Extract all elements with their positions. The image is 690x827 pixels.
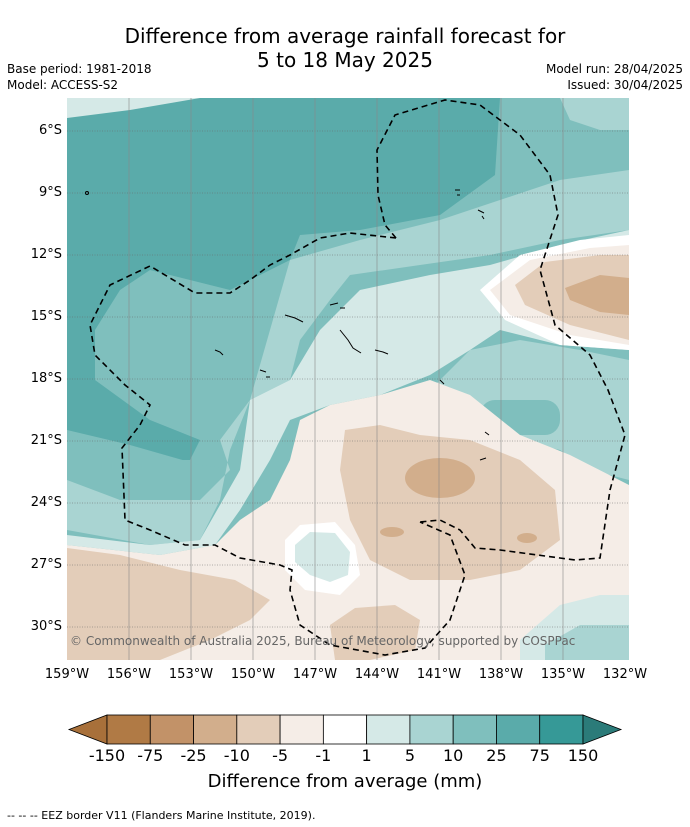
colorbar-swatch (236, 714, 281, 745)
colorbar-extend-high (582, 714, 623, 745)
region-dry-central-strong (405, 458, 475, 498)
patch-dry-small-1 (380, 527, 404, 537)
lon-label: 153°W (168, 667, 214, 682)
islands (85, 189, 490, 461)
lat-label: 9°S (38, 185, 62, 200)
region-dry-bottom (330, 605, 420, 660)
map-fill-layers (67, 98, 629, 660)
lat-label: 6°S (38, 123, 62, 138)
lat-label: 15°S (30, 309, 62, 324)
issued-date: Issued: 30/04/2025 (567, 78, 683, 92)
model-run: Model run: 28/04/2025 (545, 62, 683, 76)
lon-label: 144°W (354, 667, 400, 682)
colorbar-swatch (322, 714, 368, 745)
region-dry-east-strong (565, 275, 629, 315)
lon-label: 147°W (292, 667, 338, 682)
lon-label: 156°W (106, 667, 152, 682)
lon-label: 135°W (540, 667, 586, 682)
colorbar-tick-label: -1 (315, 746, 332, 765)
colorbar-tick-label: -25 (180, 746, 207, 765)
colorbar-tick-label: 1 (361, 746, 372, 765)
colorbar-swatch (366, 714, 411, 745)
colorbar-swatch (496, 714, 541, 745)
colorbar-swatch (149, 714, 194, 745)
colorbar-swatch (193, 714, 238, 745)
colorbar-title: Difference from average (mm) (207, 771, 483, 792)
lat-gridlines (67, 130, 629, 628)
copyright-notice: © Commonwealth of Australia 2025, Bureau… (70, 634, 576, 648)
lat-label: 18°S (30, 371, 62, 386)
colorbar-tick-label: -5 (272, 746, 289, 765)
meta-left: Base period: 1981-2018 Model: ACCESS-S2 (7, 61, 152, 93)
rainfall-map (67, 98, 629, 660)
region-northeast (560, 98, 629, 130)
lon-label: 138°W (478, 667, 524, 682)
colorbar-tick-label: -10 (223, 746, 250, 765)
meta-right: Model run: 28/04/2025 Issued: 30/04/2025 (546, 61, 683, 93)
model-name: Model: ACCESS-S2 (7, 78, 119, 92)
colorbar-extend-low (67, 714, 108, 745)
eez-border-west (376, 99, 626, 561)
colorbar-tick-label: -75 (137, 746, 164, 765)
colorbar-tick-label: 25 (486, 746, 507, 765)
colorbar-tick-label: -150 (88, 746, 126, 765)
patch-dry-small-2 (517, 533, 537, 543)
region-1-5-central (67, 230, 629, 555)
region-5-10-band (67, 170, 629, 545)
region-dry-central (340, 425, 560, 580)
lat-label: 12°S (30, 247, 62, 262)
colorbar-swatch (539, 714, 584, 745)
colorbar-tick-label: 5 (404, 746, 415, 765)
lat-label: 30°S (30, 619, 62, 634)
colorbar-tick-label: 150 (567, 746, 599, 765)
title-line-2: 5 to 18 May 2025 (257, 48, 433, 72)
lat-label: 24°S (30, 495, 62, 510)
region-dry-southwest (67, 548, 270, 660)
colorbar-tick-label: 75 (529, 746, 550, 765)
lon-label: 132°W (602, 667, 648, 682)
lat-label: 21°S (30, 433, 62, 448)
colorbar-swatch (279, 714, 324, 745)
title-line-1: Difference from average rainfall forecas… (124, 24, 566, 48)
colorbar-swatch (106, 714, 151, 745)
colorbar-tick-label: 10 (442, 746, 464, 765)
lat-label: 27°S (30, 557, 62, 572)
lon-label: 159°W (44, 667, 90, 682)
lon-label: 150°W (230, 667, 276, 682)
map-title: Difference from average rainfall forecas… (0, 24, 690, 72)
colorbar-swatch (452, 714, 497, 745)
region-wet-south (295, 532, 350, 582)
eez-border-central (89, 232, 466, 656)
region-25-75-west (67, 98, 500, 460)
region-top-corner (67, 98, 200, 118)
lon-label: 141°W (416, 667, 462, 682)
eez-footnote: -- -- -- EEZ border V11 (Flanders Marine… (7, 809, 316, 822)
region-wet-southeast-2 (545, 625, 629, 660)
colorbar-swatch (409, 714, 454, 745)
base-period: Base period: 1981-2018 (7, 62, 152, 76)
lon-gridlines (128, 98, 564, 660)
